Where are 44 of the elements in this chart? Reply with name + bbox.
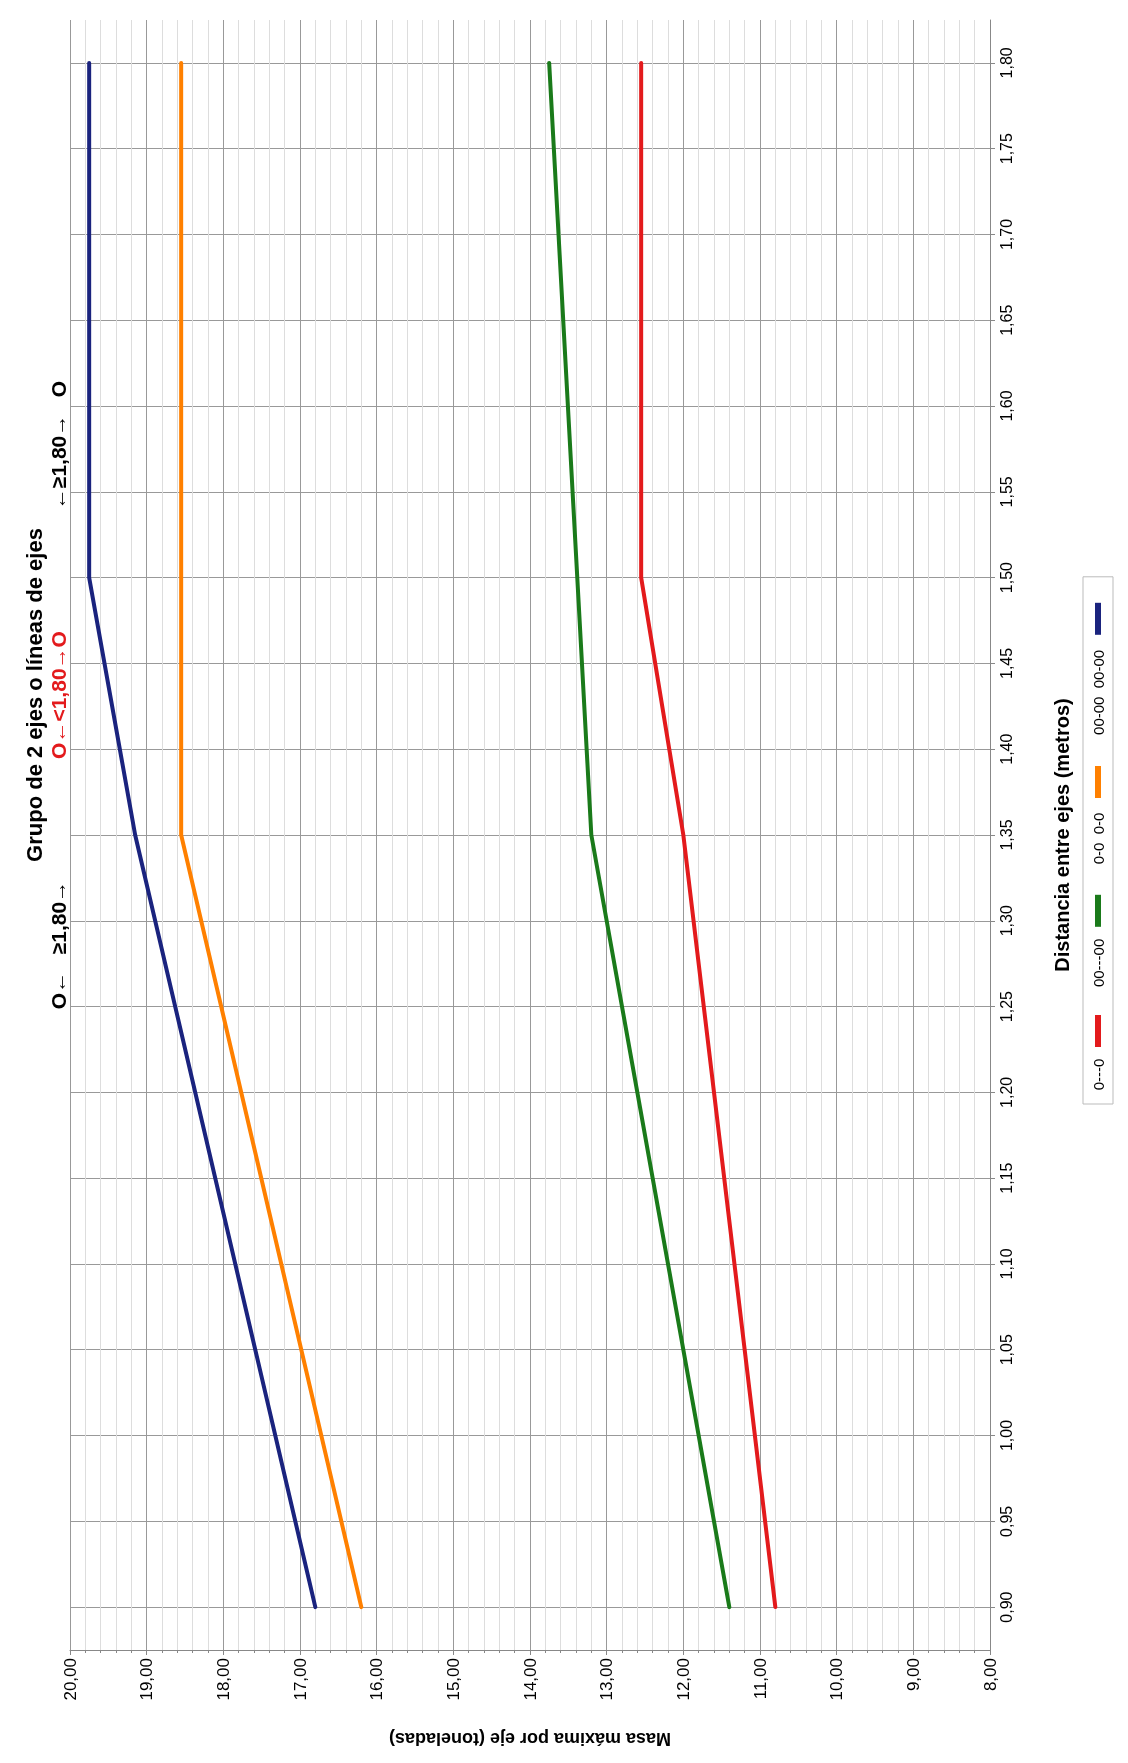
x-tick-label: 9,00 xyxy=(903,1658,923,1692)
y-tick-label: 1,70 xyxy=(997,218,1015,251)
x-tick-label: 17,00 xyxy=(290,1658,310,1701)
y-tick-label: 1,35 xyxy=(997,819,1015,851)
text: ←≥1,80→ O xyxy=(46,380,70,510)
y-tick-label: 1,55 xyxy=(997,476,1015,508)
x-tick-label: 14,00 xyxy=(520,1658,540,1701)
y-tick-label: 1,00 xyxy=(997,1419,1015,1452)
y-tick-label: 0,90 xyxy=(997,1591,1015,1623)
y-tick-label: 1,75 xyxy=(997,133,1015,165)
y-tick-label: 1,45 xyxy=(997,647,1015,679)
x-tick-label: 13,00 xyxy=(597,1658,617,1701)
y-tick-label: 1,40 xyxy=(997,733,1015,765)
x-tick-label: 19,00 xyxy=(137,1658,157,1701)
x-tick-label: 16,00 xyxy=(367,1658,387,1701)
y-tick-label: 1,10 xyxy=(997,1248,1015,1280)
x-tick-label: 12,00 xyxy=(673,1658,693,1701)
y-tick-label: 0,95 xyxy=(997,1505,1015,1537)
y-tick-label: 1,30 xyxy=(997,905,1015,937)
y-tick-label: 1,05 xyxy=(997,1334,1015,1366)
y-tick-label: 1,80 xyxy=(997,47,1015,79)
legend-label: 00-00 00-00 xyxy=(1089,649,1107,735)
text: O←<1,80→O xyxy=(46,631,70,759)
y-tick-label: 1,15 xyxy=(997,1162,1015,1194)
text: Grupo de 2 ejes o líneas de ejes xyxy=(21,528,47,862)
y-tick-label: 1,65 xyxy=(997,304,1015,336)
legend-label: 0---0 xyxy=(1089,1058,1107,1091)
text: O← ≥1,80→ xyxy=(46,880,70,1010)
x-axis-title: Masa máxima por eje (toneladas) xyxy=(388,1729,672,1749)
y-tick-label: 1,25 xyxy=(997,990,1015,1023)
y-tick-label: 1,50 xyxy=(997,561,1015,594)
y-tick-label: 1,20 xyxy=(997,1076,1015,1108)
y-axis-title: Distancia entre ejes (metros) xyxy=(1051,698,1073,972)
x-tick-label: 18,00 xyxy=(213,1658,233,1701)
y-tick-label: 1,60 xyxy=(997,390,1015,422)
x-tick-label: 10,00 xyxy=(827,1658,847,1701)
legend-label: 0-0 0-0 xyxy=(1089,812,1107,865)
x-tick-label: 11,00 xyxy=(750,1658,770,1700)
line-series xyxy=(639,60,778,1610)
legend-label: 00---00 xyxy=(1089,938,1107,988)
x-tick-label: 20,00 xyxy=(60,1658,80,1701)
line-series xyxy=(87,60,318,1610)
x-tick-label: 8,00 xyxy=(980,1658,1000,1692)
x-tick-label: 15,00 xyxy=(443,1658,463,1701)
